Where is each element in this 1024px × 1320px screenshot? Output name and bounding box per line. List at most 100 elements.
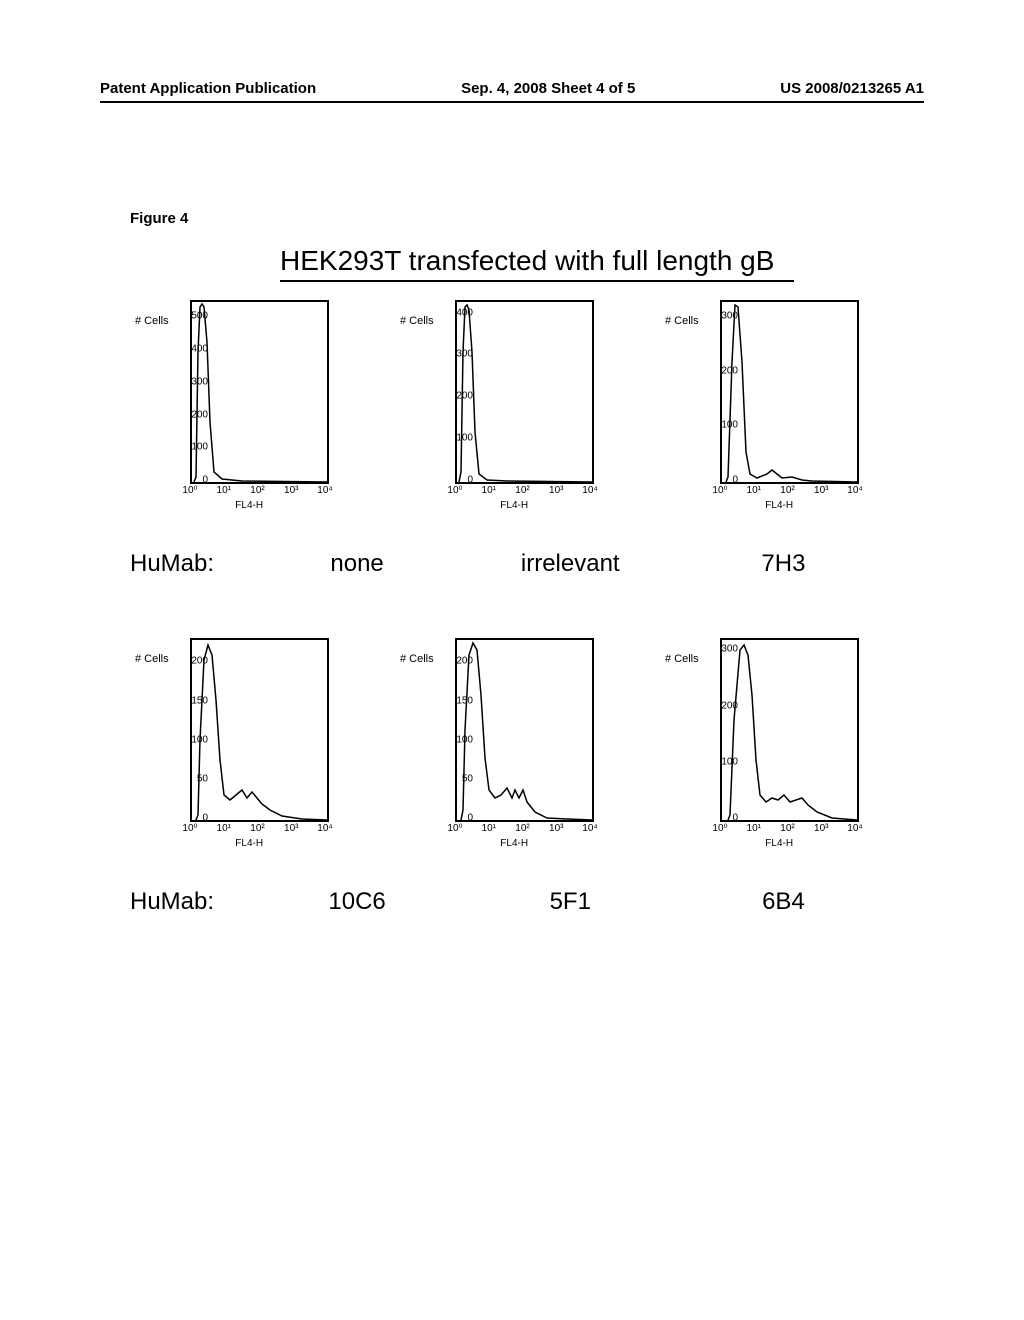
x-tick: 10⁰ bbox=[712, 485, 727, 496]
chart-panel: # Cells010020030040010⁰10¹10²10³10⁴FL4-H bbox=[395, 300, 625, 530]
y-tick: 300 bbox=[443, 349, 473, 360]
x-tick: 10³ bbox=[284, 823, 298, 834]
x-tick: 10² bbox=[780, 485, 794, 496]
y-tick: 100 bbox=[708, 756, 738, 767]
chart-area: # Cells05010015020010⁰10¹10²10³10⁴FL4-H bbox=[145, 638, 345, 868]
y-axis-label: # Cells bbox=[135, 315, 169, 327]
humab-label: none bbox=[250, 550, 463, 578]
humab-label: 7H3 bbox=[677, 550, 890, 578]
y-tick: 50 bbox=[443, 773, 473, 784]
y-tick: 500 bbox=[178, 311, 208, 322]
x-tick: 10² bbox=[515, 823, 529, 834]
x-tick: 10² bbox=[250, 485, 264, 496]
header-right: US 2008/0213265 A1 bbox=[780, 80, 924, 97]
x-tick: 10³ bbox=[814, 823, 828, 834]
y-axis-label: # Cells bbox=[400, 315, 434, 327]
chart-panel: # Cells 0 100 200 300 10⁰ 10¹ 10² 10³ 10⁴ FL4-H bbox=[660, 300, 890, 530]
humab-label: irrelevant bbox=[464, 550, 677, 578]
y-tick: 150 bbox=[178, 695, 208, 706]
x-tick: 10² bbox=[780, 823, 794, 834]
y-tick: 200 bbox=[708, 365, 738, 376]
plot-box bbox=[720, 638, 859, 822]
x-tick: 10¹ bbox=[747, 823, 761, 834]
humab-label: 6B4 bbox=[677, 888, 890, 916]
humab-label: 10C6 bbox=[250, 888, 463, 916]
y-tick: 200 bbox=[708, 700, 738, 711]
x-tick: 10¹ bbox=[482, 823, 496, 834]
y-tick: 200 bbox=[178, 656, 208, 667]
x-tick: 10⁰ bbox=[712, 823, 727, 834]
y-tick: 200 bbox=[443, 391, 473, 402]
chart-row: # Cells 0 100 200 300 400 500 10⁰ 10¹ 10² 10³ 10⁴ FL… bbox=[130, 300, 890, 530]
x-axis-label: FL4-H bbox=[765, 500, 793, 511]
x-tick: 10² bbox=[250, 823, 264, 834]
plot-box bbox=[455, 300, 594, 484]
x-tick: 10⁴ bbox=[847, 485, 862, 496]
header-center: Sep. 4, 2008 Sheet 4 of 5 bbox=[461, 80, 635, 97]
x-tick: 10³ bbox=[284, 485, 298, 496]
x-tick: 10⁴ bbox=[317, 485, 332, 496]
y-tick: 200 bbox=[443, 656, 473, 667]
chart-grid: # Cells010020030040050010⁰10¹10²10³10⁴FL… bbox=[130, 300, 890, 976]
humab-label: 5F1 bbox=[464, 888, 677, 916]
humab-row: HuMab: 10C6 5F1 6B4 bbox=[130, 888, 890, 916]
y-tick: 0 bbox=[443, 813, 473, 824]
page: Patent Application Publication Sep. 4, 2… bbox=[0, 0, 1024, 1320]
chart-area: # Cells010020030010⁰10¹10²10³10⁴FL4-H bbox=[675, 300, 875, 530]
plot-box bbox=[190, 300, 329, 484]
y-tick: 100 bbox=[178, 734, 208, 745]
y-tick: 0 bbox=[708, 475, 738, 486]
x-tick: 10⁴ bbox=[582, 823, 597, 834]
y-tick: 0 bbox=[178, 813, 208, 824]
x-tick: 10⁴ bbox=[317, 823, 332, 834]
y-tick: 0 bbox=[443, 475, 473, 486]
y-tick: 400 bbox=[443, 307, 473, 318]
humab-prefix: HuMab: bbox=[130, 888, 250, 916]
y-tick: 300 bbox=[708, 311, 738, 322]
x-tick: 10³ bbox=[814, 485, 828, 496]
chart-area: # Cells010020030010⁰10¹10²10³10⁴FL4-H bbox=[675, 638, 875, 868]
y-tick: 300 bbox=[178, 376, 208, 387]
plot-box bbox=[720, 300, 859, 484]
figure-label: Figure 4 bbox=[130, 210, 188, 227]
x-tick: 10² bbox=[515, 485, 529, 496]
page-header: Patent Application Publication Sep. 4, 2… bbox=[100, 80, 924, 103]
chart-row: # Cells05010015020010⁰10¹10²10³10⁴FL4-H … bbox=[130, 638, 890, 868]
x-tick: 10¹ bbox=[217, 485, 231, 496]
header-left: Patent Application Publication bbox=[100, 80, 316, 97]
chart-area: # Cells05010015020010⁰10¹10²10³10⁴FL4-H bbox=[410, 638, 610, 868]
x-tick: 10³ bbox=[549, 823, 563, 834]
y-tick: 0 bbox=[178, 475, 208, 486]
y-tick: 100 bbox=[443, 734, 473, 745]
chart-panel: # Cells05010015020010⁰10¹10²10³10⁴FL4-H bbox=[395, 638, 625, 868]
y-axis-label: # Cells bbox=[665, 315, 699, 327]
humab-prefix: HuMab: bbox=[130, 550, 250, 578]
chart-area: # Cells010020030040050010⁰10¹10²10³10⁴FL… bbox=[145, 300, 345, 530]
y-axis-label: # Cells bbox=[665, 653, 699, 665]
y-tick: 100 bbox=[708, 420, 738, 431]
x-axis-label: FL4-H bbox=[500, 500, 528, 511]
x-axis-label: FL4-H bbox=[235, 500, 263, 511]
x-axis-label: FL4-H bbox=[500, 838, 528, 849]
y-tick: 300 bbox=[708, 644, 738, 655]
y-axis-label: # Cells bbox=[400, 653, 434, 665]
chart-panel: # Cells 0 100 200 300 400 500 10⁰ 10¹ 10² 10³ 10⁴ FL… bbox=[130, 300, 360, 530]
x-tick: 10³ bbox=[549, 485, 563, 496]
y-tick: 0 bbox=[708, 813, 738, 824]
x-tick: 10¹ bbox=[482, 485, 496, 496]
chart-panel: # Cells010020030010⁰10¹10²10³10⁴FL4-H bbox=[660, 638, 890, 868]
x-tick: 10¹ bbox=[217, 823, 231, 834]
y-tick: 100 bbox=[178, 442, 208, 453]
chart-panel: # Cells05010015020010⁰10¹10²10³10⁴FL4-H bbox=[130, 638, 360, 868]
plot-box bbox=[190, 638, 329, 822]
y-tick: 150 bbox=[443, 695, 473, 706]
y-tick: 50 bbox=[178, 773, 208, 784]
x-tick: 10⁴ bbox=[847, 823, 862, 834]
x-tick: 10⁰ bbox=[182, 485, 197, 496]
x-tick: 10¹ bbox=[747, 485, 761, 496]
y-tick: 100 bbox=[443, 433, 473, 444]
y-tick: 400 bbox=[178, 344, 208, 355]
x-tick: 10⁰ bbox=[182, 823, 197, 834]
y-tick: 200 bbox=[178, 409, 208, 420]
plot-box bbox=[455, 638, 594, 822]
